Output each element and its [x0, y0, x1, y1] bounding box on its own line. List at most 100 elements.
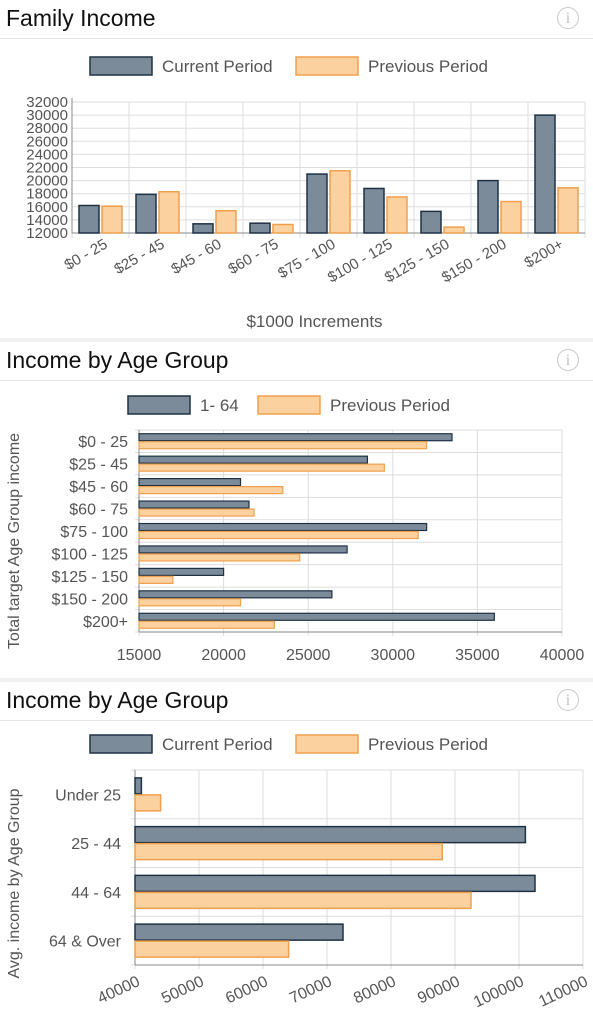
- y-tick-label: 16000: [26, 199, 68, 216]
- bar: [138, 522, 428, 532]
- y-tick-label: 32000: [26, 94, 68, 111]
- panel-header: Income by Age Group i: [0, 682, 593, 721]
- info-icon[interactable]: i: [557, 349, 579, 371]
- x-tick-label: $0 - 25: [62, 236, 111, 274]
- bar: [138, 575, 174, 584]
- bar: [477, 179, 499, 234]
- x-tick-label: $45 - 60: [168, 236, 224, 278]
- bar: [138, 590, 333, 599]
- y-tick-label: 20000: [26, 173, 68, 190]
- y-axis-title: Avg. income by Age Group: [6, 788, 23, 978]
- family-income-panel: Family Income i Current Period Previous P…: [0, 0, 593, 338]
- info-icon[interactable]: i: [557, 7, 579, 29]
- bar: [138, 530, 419, 540]
- bar: [78, 204, 100, 234]
- bar: [192, 223, 214, 234]
- avg-income-by-age-group-panel: Income by Age Group i Current Period Prev…: [0, 682, 593, 1024]
- x-tick-label: 80000: [351, 973, 399, 1007]
- bar: [138, 612, 495, 621]
- legend-label: Current Period: [162, 57, 273, 76]
- bar: [134, 923, 344, 941]
- y-tick-label: $45 - 60: [69, 479, 128, 496]
- income-by-age-group-chart: 1- 64 Previous Period 15000 20000 25000 30000…: [6, 395, 584, 664]
- x-tick-label: $150 - 200: [439, 236, 510, 287]
- x-tick-label: $200+: [522, 236, 567, 272]
- y-tick-label: $25 - 45: [69, 457, 128, 474]
- x-tick-label: 25000: [286, 647, 331, 664]
- x-tick-label: 20000: [201, 647, 246, 664]
- y-tick-label: 30000: [26, 107, 68, 124]
- info-icon[interactable]: i: [557, 689, 579, 711]
- bar: [101, 205, 123, 234]
- legend-label: Current Period: [162, 735, 273, 754]
- x-tick-label: 30000: [371, 647, 416, 664]
- bar: [138, 567, 225, 576]
- y-axis-title: Total target Age Group income: [6, 433, 23, 649]
- panel-header: Income by Age Group i: [0, 342, 593, 381]
- legend-swatch: [257, 395, 321, 415]
- bar: [306, 173, 328, 234]
- y-tick-label: 44 - 64: [71, 885, 121, 902]
- legend-label: Previous Period: [368, 735, 488, 754]
- panel-title: Family Income: [6, 5, 156, 31]
- bar: [134, 842, 443, 861]
- panel-header: Family Income i: [0, 0, 593, 39]
- y-tick-label: 14000: [26, 212, 68, 229]
- bar: [272, 223, 294, 234]
- bar: [134, 891, 472, 910]
- bar: [215, 209, 237, 234]
- income-by-age-group-panel: Income by Age Group i 1- 64 Previous Peri…: [0, 342, 593, 678]
- x-tick-label: 60000: [223, 973, 271, 1007]
- bar: [138, 455, 369, 464]
- x-axis-title: $1000 Increments: [246, 312, 382, 331]
- bar: [134, 940, 290, 958]
- y-tick-label: Under 25: [55, 787, 121, 804]
- avg-income-by-age-group-chart: Current Period Previous Period 40000 50000 6…: [6, 734, 591, 1011]
- x-tick-label: 70000: [287, 973, 335, 1007]
- y-tick-label: 22000: [26, 160, 68, 177]
- bar: [329, 170, 351, 234]
- x-tick-label: 40000: [95, 973, 143, 1007]
- legend-swatch: [89, 56, 153, 76]
- panel-title: Income by Age Group: [6, 687, 229, 713]
- legend-label: Previous Period: [330, 396, 450, 415]
- bar: [138, 441, 428, 450]
- bar: [420, 210, 442, 234]
- bar: [134, 874, 536, 893]
- y-tick-label: 26000: [26, 133, 68, 150]
- y-tick-label: $75 - 100: [60, 524, 128, 541]
- x-tick-label: 50000: [159, 973, 207, 1007]
- x-tick-label: $60 - 75: [225, 236, 281, 278]
- bar: [138, 508, 255, 517]
- y-tick-label: 12000: [26, 225, 68, 242]
- legend-swatch: [295, 734, 359, 754]
- bar: [138, 545, 348, 554]
- y-tick-label: 18000: [26, 186, 68, 203]
- family-income-chart: Current Period Previous Period12000140001…: [26, 56, 586, 331]
- y-tick-label: $150 - 200: [51, 591, 128, 608]
- panel-divider: [0, 678, 593, 682]
- bar: [134, 825, 527, 844]
- legend-swatch: [127, 395, 191, 415]
- x-tick-label: $25 - 45: [111, 236, 167, 278]
- x-tick-label: 90000: [415, 973, 463, 1007]
- bar: [138, 486, 284, 495]
- bar: [138, 500, 250, 509]
- bar: [134, 777, 143, 795]
- legend-label: Previous Period: [368, 57, 488, 76]
- bar: [138, 478, 242, 487]
- bar: [534, 114, 556, 234]
- bar: [138, 598, 242, 607]
- legend-label: 1- 64: [200, 396, 239, 415]
- bar: [138, 620, 275, 629]
- bar: [500, 200, 522, 234]
- y-tick-label: $60 - 75: [69, 502, 128, 519]
- y-tick-label: $200+: [83, 614, 128, 631]
- bar: [557, 187, 579, 234]
- x-tick-label: 35000: [455, 647, 500, 664]
- x-tick-label: 100000: [471, 973, 527, 1011]
- y-tick-label: $100 - 125: [51, 546, 128, 563]
- legend-swatch: [295, 56, 359, 76]
- bar: [386, 196, 408, 234]
- x-tick-label: 15000: [117, 647, 162, 664]
